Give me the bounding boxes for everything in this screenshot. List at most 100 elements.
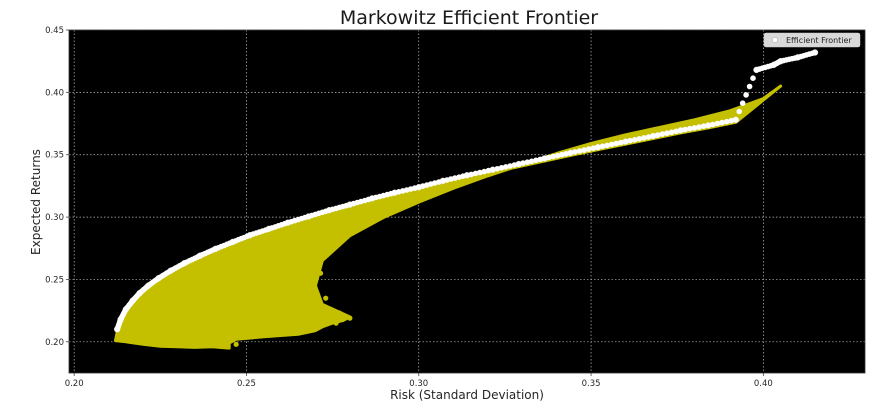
frontier-point [636,136,643,142]
frontier-point [691,125,698,131]
x-tick-label: 0.35 [582,379,601,389]
random-portfolio-point [333,320,339,326]
frontier-point [572,149,578,155]
frontier-point [654,132,661,138]
frontier-point [736,108,742,115]
frontier-point [262,227,269,233]
frontier-point [668,129,675,136]
frontier-point [436,179,442,185]
x-tick-label: 0.25 [237,379,256,389]
frontier-point [559,151,565,158]
frontier-point [700,123,707,129]
frontier-point [227,240,233,246]
frontier-point [365,196,372,203]
efficient-frontier-series [113,49,819,333]
frontier-point [533,157,539,164]
frontier-point [627,137,633,144]
frontier-point [165,269,172,275]
frontier-point [472,170,479,177]
frontier-point [494,166,501,172]
chart-title: Markowitz Efficient Frontier [340,7,598,29]
frontier-point [576,148,583,154]
frontier-point [550,153,556,160]
legend-entry-efficient-frontier: Efficient Frontier [786,36,852,45]
plot-frame [68,29,866,374]
frontier-point [524,159,531,165]
frontier-point [468,171,475,178]
frontier-point [586,146,592,152]
x-tick-label: 0.40 [754,379,773,389]
frontier-point [481,168,488,175]
frontier-point [723,118,730,125]
frontier-point [590,145,597,151]
frontier-point [179,261,185,268]
frontier-point [710,121,716,128]
y-tick-label: 0.40 [45,88,64,98]
x-tick-label: 0.20 [65,379,84,389]
random-portfolio-point [233,341,239,347]
frontier-point [664,130,670,136]
frontier-point [604,142,610,149]
frontier-point [546,154,552,161]
frontier-point [631,137,638,143]
y-axis-label: Expected Returns [29,149,43,255]
grid-lines [69,29,865,373]
frontier-point [388,190,394,197]
random-portfolio-point [328,316,334,322]
frontier-point [520,160,526,166]
frontier-point [659,131,666,137]
frontier-point [687,125,693,132]
axes: 0.20 0.25 0.30 0.35 0.40 0.20 0.25 0.30 0.35 0.40… [45,26,866,389]
frontier-point [281,220,288,227]
random-portfolio-point [323,295,329,301]
frontier-point [739,100,746,106]
frontier-point [507,163,513,169]
y-tick-label: 0.30 [45,213,64,223]
frontier-point [244,233,250,240]
frontier-point [809,50,815,57]
legend-marker-efficient-frontier [771,36,779,44]
frontier-point [618,139,624,146]
frontier-point [511,162,518,168]
frontier-point [498,165,505,171]
frontier-point [743,92,749,98]
frontier-point [563,151,569,157]
frontier-point [728,117,734,124]
frontier-point [673,128,679,135]
frontier-point [411,185,418,191]
frontier-point [599,143,606,150]
frontier-point [641,135,647,141]
frontier-point [485,167,492,174]
frontier-point [210,247,216,253]
x-tick-label: 0.30 [409,379,428,389]
frontier-point [645,134,652,140]
y-tick-label: 0.35 [45,151,64,161]
frontier-point [528,158,535,165]
frontier-point [503,164,509,170]
frontier-point [537,156,543,163]
frontier-point [343,202,350,209]
frontier-point [719,119,725,126]
random-portfolio-point [317,270,324,276]
frontier-point [554,152,561,159]
frontier-point [477,169,483,176]
y-tick-label: 0.45 [45,26,64,36]
frontier-point [682,126,688,133]
y-tick-label: 0.20 [45,338,64,348]
frontier-point [302,214,308,221]
frontier-point [792,55,798,61]
frontier-point [613,140,620,147]
random-portfolio-point [347,315,353,321]
frontier-point [608,141,615,148]
x-axis-label: Risk (Standard Deviation) [390,388,544,402]
frontier-point [460,173,466,179]
frontier-point [322,208,329,215]
frontier-point [746,83,753,90]
y-tick-label: 0.25 [45,275,64,285]
random-portfolio-point [336,310,343,316]
legend-box [763,32,861,48]
frontier-point [581,147,587,153]
random-portfolio-point [328,306,334,312]
frontier-point [696,124,702,130]
